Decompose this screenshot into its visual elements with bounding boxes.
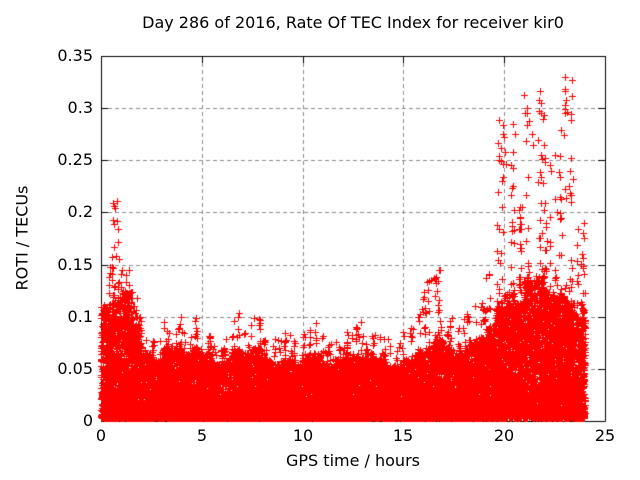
x-axis-label: GPS time / hours [286,451,420,470]
x-tick-label: 25 [594,426,616,445]
chart-title: Day 286 of 2016, Rate Of TEC Index for r… [142,13,564,32]
x-tick-label: 10 [292,426,314,445]
x-tick-label: 0 [95,426,107,445]
y-tick-label: 0.1 [67,307,93,326]
y-tick-label: 0.15 [57,255,93,274]
y-tick-label: 0.2 [67,202,93,221]
y-tick-label: 0.05 [57,359,93,378]
y-tick-label: 0.3 [67,98,93,117]
x-tick-label: 20 [493,426,515,445]
y-axis-label: ROTI / TECUs [12,185,32,291]
x-tick-label: 5 [196,426,208,445]
y-tick-label: 0.35 [57,46,93,65]
y-tick-label: 0.25 [57,150,93,169]
x-tick-label: 15 [392,426,414,445]
y-tick-label: 0 [82,411,93,430]
